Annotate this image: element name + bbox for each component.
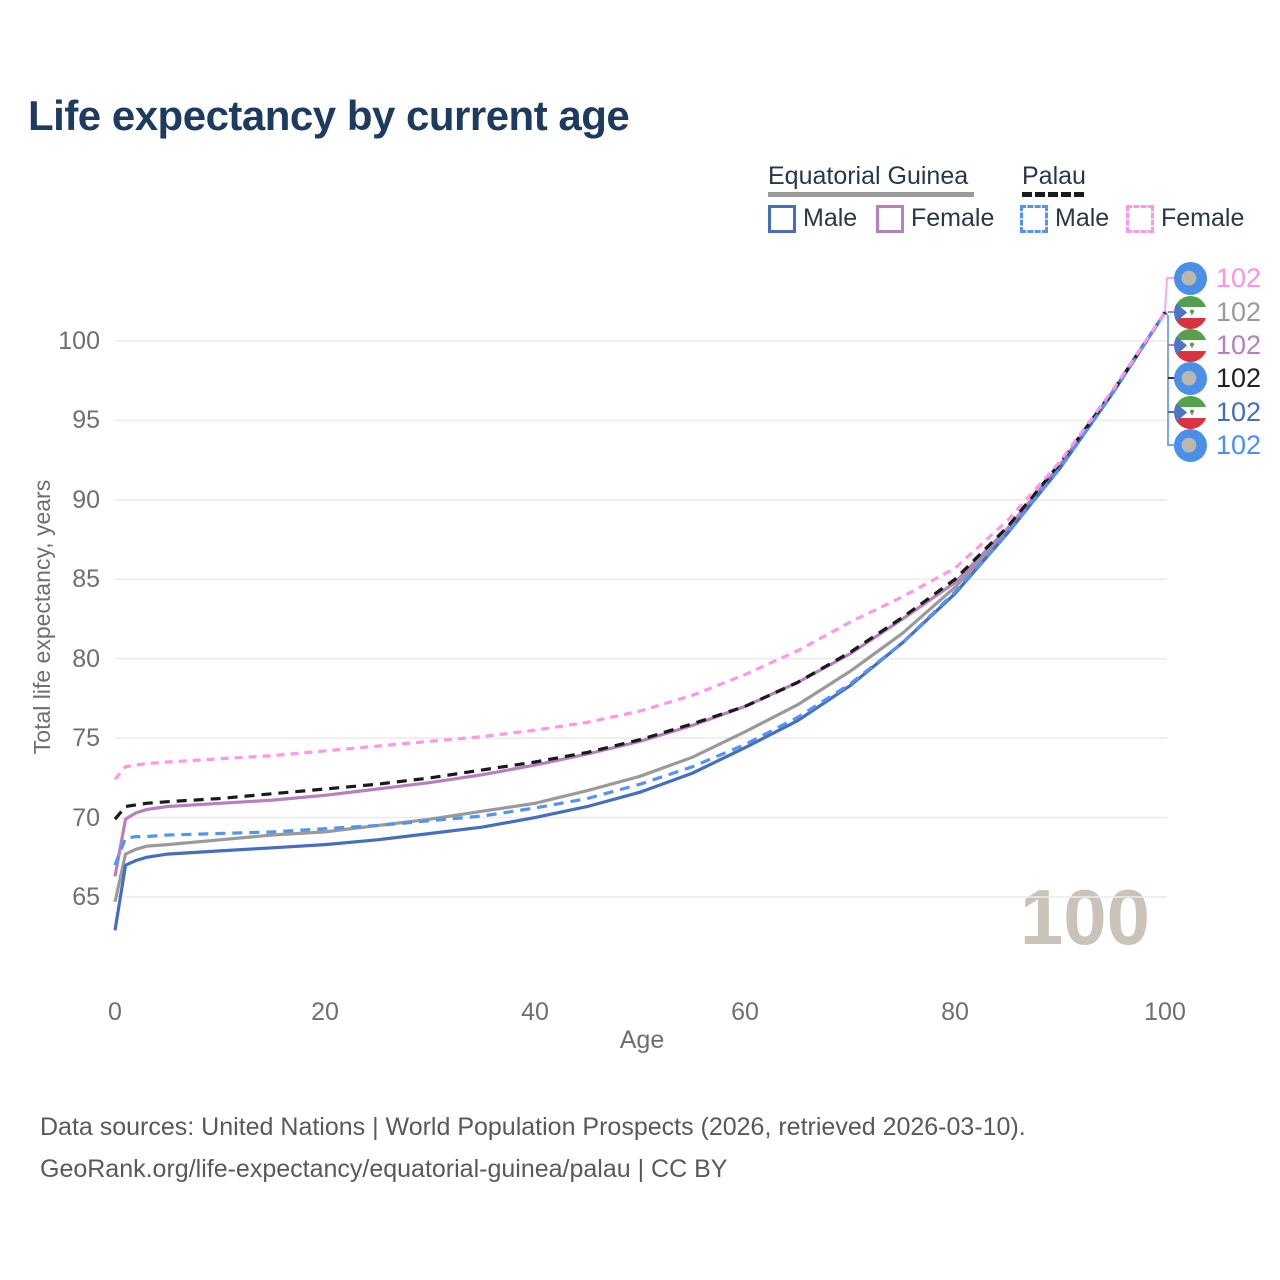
x-tick-label: 100 [1144,998,1186,1026]
equatorial-guinea-flag-icon [1174,328,1207,362]
legend-item-palau-male[interactable]: Male [1020,204,1109,233]
age-watermark: 100 [1019,873,1151,961]
end-label-value: 102 [1216,329,1262,360]
x-axis-title: Age [619,1026,665,1054]
x-tick-label: 0 [108,998,122,1026]
legend-underline-palau[interactable] [1022,192,1084,197]
y-tick-label: 65 [72,882,100,911]
y-tick-label: 90 [72,485,100,514]
legend-swatch-eq-male [768,204,796,233]
data-sources: Data sources: United Nations | World Pop… [40,1106,1026,1190]
end-label-value: 102 [1216,429,1262,460]
data-sources-line2[interactable]: GeoRank.org/life-expectancy/equatorial-g… [40,1155,728,1183]
end-label-value: 102 [1216,396,1262,427]
legend-item-eq-female[interactable]: Female [876,204,994,233]
data-sources-line1: Data sources: United Nations | World Pop… [40,1113,1026,1141]
series-line[interactable] [113,311,1167,877]
y-tick-label: 95 [72,406,100,435]
legend-underline-equatorial-guinea[interactable] [768,192,974,197]
series-line[interactable] [113,311,1167,931]
page-title: Life expectancy by current age [28,92,630,139]
legend-swatch-eq-female [876,204,904,233]
series-line[interactable] [113,311,1167,866]
x-tick-label: 60 [731,998,759,1026]
end-label-value: 102 [1216,296,1262,327]
end-label-palau-0[interactable]: 102 [1174,261,1261,295]
end-label-palau-3[interactable]: 102 [1174,361,1261,395]
legend-item-label: Male [1055,204,1110,232]
palau-flag-icon [1174,428,1207,462]
y-tick-label: 100 [58,327,100,355]
legend-group-label-palau[interactable]: Palau [1022,162,1086,190]
x-tick-label: 80 [941,998,969,1026]
palau-flag-icon [1174,261,1207,295]
y-tick-label: 85 [72,565,100,594]
end-label-equatorial-guinea-2[interactable]: 102 [1174,328,1261,362]
series-line[interactable] [113,311,1167,903]
y-tick-label: 80 [72,644,100,673]
legend-swatch-palau-female [1126,204,1154,233]
legend-item-label: Male [803,204,858,232]
series-line[interactable] [113,311,1167,821]
end-label-equatorial-guinea-4[interactable]: 102 [1174,395,1261,429]
end-label-value: 102 [1216,262,1262,293]
legend-item-label: Female [911,204,995,232]
legend-item-palau-female[interactable]: Female [1126,204,1244,233]
series-line[interactable] [113,311,1167,781]
legend-item-label: Female [1161,204,1245,232]
equatorial-guinea-flag-icon [1174,295,1207,329]
legend-swatch-palau-male [1020,204,1048,233]
palau-flag-icon [1174,361,1207,395]
end-label-equatorial-guinea-1[interactable]: 102 [1174,295,1261,329]
legend-item-eq-male[interactable]: Male [768,204,857,233]
legend-group-label-equatorial-guinea[interactable]: Equatorial Guinea [768,162,969,190]
end-label-palau-5[interactable]: 102 [1174,428,1261,462]
end-label-value: 102 [1216,362,1262,393]
equatorial-guinea-flag-icon [1174,395,1207,429]
x-tick-label: 40 [521,998,549,1026]
y-tick-label: 75 [72,724,100,753]
y-tick-label: 70 [72,803,100,832]
x-tick-label: 20 [311,998,339,1026]
